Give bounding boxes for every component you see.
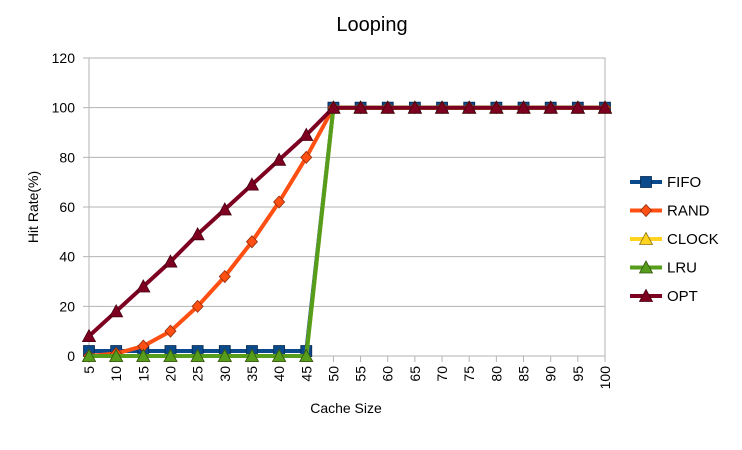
data-point-opt bbox=[462, 100, 477, 114]
data-point-opt bbox=[353, 100, 368, 114]
data-point-lru bbox=[108, 348, 124, 362]
series-line-fifo bbox=[89, 105, 605, 353]
legend-marker bbox=[639, 203, 653, 218]
series-lru bbox=[81, 100, 613, 362]
legend-item-fifo: FIFO bbox=[630, 174, 701, 191]
data-point-rand bbox=[245, 235, 258, 249]
legend-marker bbox=[638, 260, 654, 274]
x-tick-label: 15 bbox=[135, 366, 151, 382]
y-tick-label: 120 bbox=[52, 50, 76, 66]
legend: FIFO RAND CLOCK LRU OPT bbox=[630, 174, 719, 305]
data-point-rand bbox=[164, 324, 177, 338]
data-point-opt bbox=[81, 328, 97, 343]
x-axis-label: Cache Size bbox=[310, 400, 382, 416]
legend-label: CLOCK bbox=[667, 231, 719, 248]
legend-label: LRU bbox=[667, 260, 697, 277]
data-point-opt bbox=[271, 152, 287, 166]
data-point-opt bbox=[190, 226, 205, 241]
legend-marker bbox=[638, 288, 654, 302]
x-tick-label: 20 bbox=[162, 366, 178, 382]
data-point-opt bbox=[326, 100, 341, 114]
series-rand bbox=[82, 101, 612, 363]
y-tick-label: 60 bbox=[59, 199, 75, 215]
series-opt bbox=[81, 100, 613, 343]
legend-label: RAND bbox=[667, 203, 710, 220]
data-point-lru bbox=[81, 348, 97, 362]
legend-marker bbox=[640, 176, 652, 188]
series-line-clock bbox=[89, 105, 605, 358]
data-point-opt bbox=[489, 100, 504, 114]
legend-marker bbox=[638, 231, 654, 245]
y-tick-label: 0 bbox=[67, 348, 75, 364]
y-axis-ticks: 0 20 40 60 80 100 120 bbox=[52, 50, 89, 364]
data-point-opt bbox=[516, 100, 531, 114]
data-point-lru bbox=[299, 348, 314, 362]
x-tick-label: 90 bbox=[543, 366, 559, 382]
series-fifo bbox=[83, 101, 611, 357]
series-layer bbox=[81, 100, 613, 363]
data-point-rand bbox=[191, 299, 204, 313]
x-tick-label: 70 bbox=[434, 366, 450, 382]
x-tick-label: 45 bbox=[298, 366, 314, 382]
data-point-lru bbox=[217, 348, 232, 362]
data-point-opt bbox=[217, 202, 232, 216]
x-tick-label: 100 bbox=[597, 366, 613, 390]
x-tick-label: 40 bbox=[271, 366, 287, 382]
x-tick-label: 60 bbox=[380, 366, 396, 382]
data-point-opt bbox=[244, 177, 260, 191]
y-tick-label: 40 bbox=[59, 249, 75, 265]
data-point-opt bbox=[108, 303, 124, 318]
data-point-opt bbox=[380, 100, 395, 114]
legend-label: OPT bbox=[667, 288, 698, 305]
legend-label: FIFO bbox=[667, 174, 701, 191]
data-point-lru bbox=[163, 348, 178, 362]
x-tick-label: 5 bbox=[81, 366, 97, 374]
x-tick-label: 50 bbox=[325, 366, 341, 382]
data-point-opt bbox=[434, 100, 450, 114]
series-line-lru bbox=[89, 105, 605, 358]
x-tick-label: 75 bbox=[461, 366, 477, 382]
series-clock bbox=[81, 100, 613, 362]
series-line-opt bbox=[87, 105, 605, 338]
x-tick-label: 55 bbox=[353, 366, 369, 382]
data-point-opt bbox=[597, 100, 613, 114]
data-point-opt bbox=[136, 279, 151, 293]
chart-title: Looping bbox=[336, 14, 407, 36]
x-tick-label: 85 bbox=[516, 366, 532, 382]
legend-item-clock: CLOCK bbox=[630, 231, 719, 248]
x-tick-label: 30 bbox=[217, 366, 233, 382]
legend-item-lru: LRU bbox=[630, 260, 697, 277]
data-point-opt bbox=[299, 127, 314, 141]
x-tick-label: 25 bbox=[190, 366, 206, 382]
x-tick-label: 80 bbox=[488, 366, 504, 382]
series-line-rand bbox=[88, 105, 605, 358]
data-point-opt bbox=[570, 100, 586, 114]
legend-item-rand: RAND bbox=[630, 203, 710, 220]
y-tick-label: 100 bbox=[52, 100, 76, 116]
x-tick-label: 65 bbox=[407, 366, 423, 382]
y-tick-label: 80 bbox=[59, 149, 75, 165]
data-point-rand bbox=[218, 269, 231, 284]
x-tick-label: 95 bbox=[570, 366, 586, 382]
data-point-opt bbox=[163, 254, 178, 268]
y-axis-label: Hit Rate(%) bbox=[25, 171, 41, 243]
data-point-opt bbox=[407, 100, 423, 114]
x-axis-ticks: 5 10 15 20 25 30 35 40 45 50 55 60 65 70 75 80 85 90 95 100 bbox=[81, 356, 613, 389]
data-point-lru bbox=[244, 348, 260, 362]
data-point-lru bbox=[190, 348, 205, 362]
data-point-opt bbox=[543, 100, 558, 114]
data-point-rand bbox=[300, 150, 313, 164]
data-point-lru bbox=[136, 348, 151, 362]
x-tick-label: 35 bbox=[244, 366, 260, 382]
y-tick-label: 20 bbox=[59, 298, 75, 314]
x-tick-label: 10 bbox=[108, 366, 124, 382]
data-point-rand bbox=[273, 195, 286, 209]
data-point-lru bbox=[271, 348, 287, 362]
legend-item-opt: OPT bbox=[630, 288, 698, 305]
